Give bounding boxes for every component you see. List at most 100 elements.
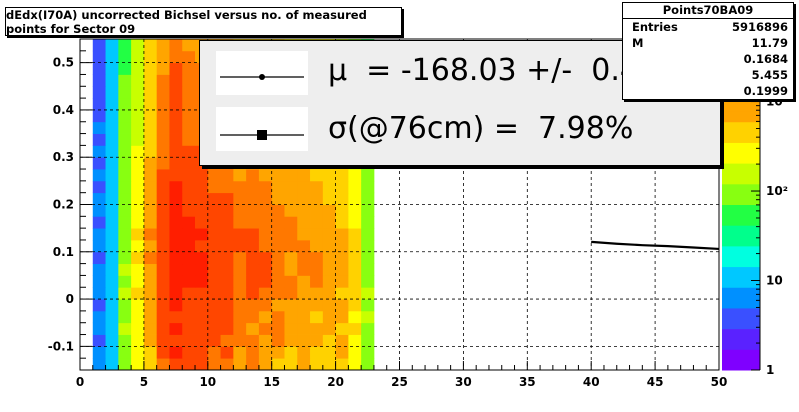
heatmap-cell [207, 192, 221, 205]
heatmap-cell [169, 133, 183, 146]
heatmap-cell [169, 310, 183, 324]
heatmap-cell [143, 287, 158, 300]
heatmap-cell [143, 239, 158, 253]
heatmap-cell [258, 310, 273, 324]
heatmap-cell [156, 62, 170, 75]
legend-marker-square [216, 107, 308, 151]
heatmap-cell [105, 275, 119, 288]
heatmap-cell [233, 251, 247, 265]
heatmap-cell [310, 239, 324, 253]
heatmap-cell [169, 50, 183, 64]
heatmap-cell [105, 263, 119, 276]
heatmap-cell [271, 239, 285, 253]
heatmap-cell [233, 180, 247, 194]
heatmap-cell [105, 216, 119, 229]
heatmap-cell [169, 216, 183, 229]
heatmap-cell [335, 192, 349, 205]
color-scale-band [722, 256, 760, 268]
heatmap-cell [92, 358, 106, 371]
heatmap-cell [118, 334, 132, 347]
heatmap-cell [195, 204, 209, 217]
heatmap-cell [182, 228, 196, 241]
heatmap-cell [131, 192, 145, 205]
heatmap-cell [105, 251, 119, 265]
heatmap-cell [92, 180, 106, 194]
chart-title: dEdx(I70A) uncorrected Bichsel versus no… [5, 7, 402, 36]
heatmap-cell [348, 275, 362, 288]
heatmap-cell [322, 334, 336, 347]
heatmap-cell [284, 169, 298, 182]
heatmap-cell [118, 180, 132, 194]
color-scale-band [722, 163, 760, 174]
stats-value: 0.1999 [743, 84, 788, 98]
heatmap-cell [258, 180, 273, 194]
heatmap-cell [271, 169, 285, 182]
heatmap-cell [220, 263, 234, 276]
legend-text-sigma: σ(@76cm) = 7.98% [328, 111, 634, 146]
heatmap-cell [105, 239, 119, 253]
heatmap-cell [284, 358, 298, 371]
heatmap-cell [284, 228, 298, 241]
heatmap-cell [143, 275, 158, 288]
heatmap-cell [156, 157, 170, 170]
heatmap-cell [310, 310, 324, 324]
heatmap-cell [284, 204, 298, 217]
heatmap-cell [156, 310, 170, 324]
heatmap-cell [271, 346, 285, 359]
heatmap-cell [131, 86, 145, 99]
heatmap-cell [361, 287, 375, 300]
x-tick-label: 0 [76, 375, 84, 389]
y-tick-label: 0.2 [53, 198, 74, 212]
heatmap-cell [118, 62, 132, 75]
heatmap-cell [182, 133, 196, 146]
heatmap-cell [156, 334, 170, 347]
heatmap-cell [118, 145, 132, 158]
heatmap-cell [258, 192, 273, 205]
heatmap-cell [220, 216, 234, 229]
y-tick-label: 0 [66, 292, 74, 306]
heatmap-cell [207, 299, 221, 312]
heatmap-cell [143, 310, 158, 324]
heatmap-cell [284, 287, 298, 300]
heatmap-cell [284, 346, 298, 359]
heatmap-cell [105, 74, 119, 87]
heatmap-cell [297, 169, 311, 182]
heatmap-cell [118, 86, 132, 99]
heatmap-cell [131, 263, 145, 276]
stats-value: 5.455 [751, 68, 788, 82]
heatmap-cell [105, 322, 119, 335]
heatmap-cell [220, 228, 234, 241]
heatmap-cell [233, 169, 247, 182]
heatmap-cell [143, 228, 158, 241]
heatmap-cell [207, 287, 221, 300]
heatmap-cell [361, 310, 375, 324]
heatmap-cell [169, 287, 183, 300]
heatmap-cell [143, 263, 158, 276]
heatmap-cell [169, 275, 183, 288]
heatmap-cell [348, 204, 362, 217]
heatmap-cell [322, 180, 336, 194]
heatmap-cell [105, 287, 119, 300]
heatmap-cell [156, 251, 170, 265]
heatmap-cell [131, 169, 145, 182]
heatmap-cell [246, 169, 260, 182]
heatmap-cell [169, 98, 183, 111]
heatmap-cell [233, 322, 247, 335]
heatmap-cell [220, 299, 234, 312]
heatmap-cell [156, 275, 170, 288]
heatmap-cell [156, 263, 170, 276]
heatmap-cell [233, 228, 247, 241]
heatmap-cell [118, 251, 132, 265]
heatmap-cell [348, 228, 362, 241]
heatmap-cell [297, 180, 311, 194]
heatmap-cell [105, 62, 119, 75]
color-scale-band [722, 142, 760, 154]
heatmap-cell [322, 346, 336, 359]
heatmap-cell [310, 216, 324, 229]
heatmap-cell [195, 180, 209, 194]
heatmap-cell [322, 192, 336, 205]
heatmap-cell [207, 346, 221, 359]
heatmap-cell [348, 180, 362, 194]
heatmap-cell [361, 263, 375, 276]
heatmap-cell [105, 169, 119, 182]
